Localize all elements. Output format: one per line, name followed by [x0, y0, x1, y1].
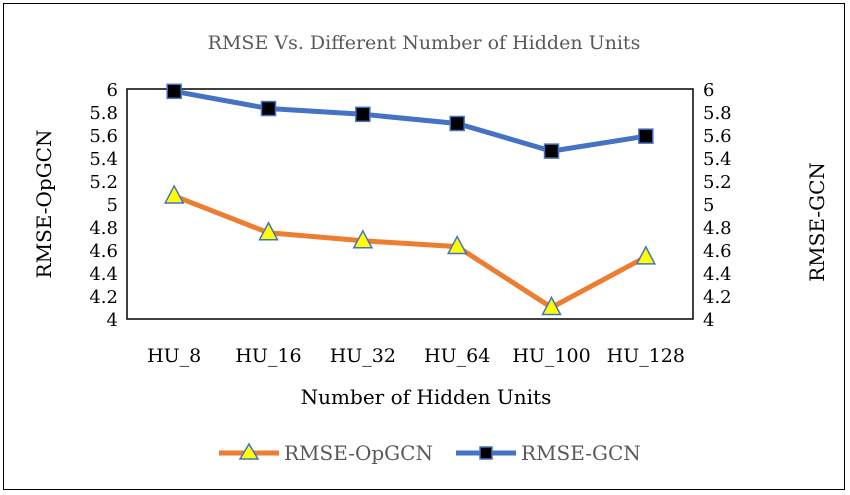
- y-tick-right-6: 5.2: [703, 172, 732, 193]
- legend-marker-opgcn: [238, 442, 260, 460]
- point-opgcn-2: [352, 229, 374, 249]
- y-tick-right-7: 5.4: [703, 149, 732, 170]
- y-tick-left-6: 5.2: [89, 172, 118, 193]
- legend-label-gcn: RMSE-GCN: [521, 441, 641, 465]
- series-layer: [163, 83, 657, 316]
- legend: RMSE-OpGCN RMSE-GCN: [219, 441, 641, 465]
- y-tick-right-2: 4.4: [703, 264, 732, 285]
- y-tick-left-10: 6: [107, 80, 118, 101]
- y-tick-right-1: 4.2: [703, 287, 732, 308]
- y-tick-left-9: 5.8: [89, 103, 118, 124]
- series-line-0: [173, 193, 647, 310]
- y-axis-right-label: RMSE-GCN: [805, 162, 829, 282]
- y-tick-left-0: 4: [107, 310, 118, 331]
- y-tick-right-10: 6: [703, 80, 714, 101]
- point-opgcn-4: [541, 295, 562, 316]
- y-tick-right-8: 5.6: [703, 126, 732, 147]
- y-tick-right-0: 4: [703, 310, 714, 331]
- point-opgcn-0: [163, 184, 185, 204]
- y-tick-left-1: 4.2: [89, 287, 118, 308]
- y-tick-right-5: 5: [703, 195, 714, 216]
- x-axis-label: Number of Hidden Units: [301, 385, 552, 409]
- point-gcn-2: [355, 106, 371, 123]
- y-axis-left-label: RMSE-OpGCN: [32, 130, 56, 279]
- line-chart: RMSE Vs. Different Number of Hidden Unit…: [32, 32, 829, 465]
- chart-frame: RMSE Vs. Different Number of Hidden Unit…: [3, 3, 845, 490]
- left-axis-ticks: 44.24.44.64.855.25.45.65.86: [89, 80, 118, 331]
- point-gcn-0: [166, 83, 182, 100]
- y-tick-left-4: 4.8: [89, 218, 118, 239]
- x-tick-0: HU_8: [147, 345, 201, 367]
- point-opgcn-1: [258, 221, 279, 241]
- legend-marker-gcn: [479, 446, 493, 460]
- point-opgcn-3: [446, 234, 468, 255]
- legend-label-opgcn: RMSE-OpGCN: [284, 441, 433, 465]
- x-tick-1: HU_16: [235, 345, 301, 367]
- y-tick-left-2: 4.4: [89, 264, 118, 285]
- series-line-1: [173, 88, 647, 154]
- x-tick-2: HU_32: [330, 345, 396, 367]
- x-axis-ticks: HU_8 HU_16 HU_32 HU_64 HU_100 HU_128: [147, 345, 685, 367]
- x-tick-3: HU_64: [424, 345, 490, 367]
- point-gcn-1: [260, 100, 277, 117]
- y-tick-right-9: 5.8: [703, 103, 732, 124]
- point-opgcn-5: [635, 245, 657, 265]
- right-axis-ticks: 44.24.44.64.855.25.45.65.86: [703, 80, 732, 331]
- y-tick-left-5: 5: [107, 195, 118, 216]
- point-gcn-5: [638, 128, 654, 144]
- x-tick-4: HU_100: [512, 345, 590, 367]
- y-tick-right-4: 4.8: [703, 218, 732, 239]
- plot-area: [126, 88, 694, 320]
- point-gcn-4: [543, 143, 560, 159]
- y-tick-right-3: 4.6: [703, 241, 732, 262]
- point-gcn-3: [449, 115, 465, 132]
- y-tick-left-7: 5.4: [89, 149, 118, 170]
- x-tick-5: HU_128: [607, 345, 685, 367]
- y-tick-left-8: 5.6: [89, 126, 118, 147]
- chart-title: RMSE Vs. Different Number of Hidden Unit…: [208, 32, 641, 54]
- y-tick-left-3: 4.6: [89, 241, 118, 262]
